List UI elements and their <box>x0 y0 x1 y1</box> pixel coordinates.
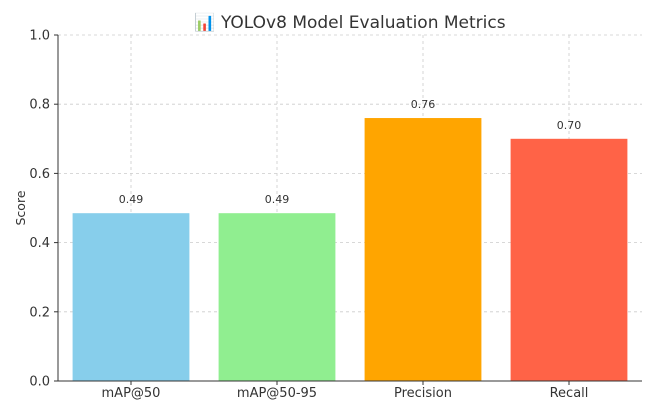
bar-map-50 <box>72 213 190 381</box>
y-ticks: 0.0 0.2 0.4 0.6 0.8 1.0 <box>29 29 58 390</box>
bars <box>72 118 628 381</box>
y-tick-label: 0.6 <box>29 167 50 182</box>
data-labels: 0.49 0.49 0.76 0.70 <box>119 98 582 206</box>
x-ticks: mAP@50 mAP@50-95 Precision Recall <box>102 381 589 401</box>
bar-precision <box>364 118 482 381</box>
bar-value-label: 0.49 <box>265 193 290 206</box>
y-axis-label: Score <box>13 190 28 225</box>
y-tick-label: 0.0 <box>29 375 50 390</box>
bar-value-label: 0.49 <box>119 193 144 206</box>
y-tick-label: 0.4 <box>29 236 50 251</box>
y-tick-label: 1.0 <box>29 29 50 44</box>
axes <box>57 35 642 382</box>
bar-recall <box>510 138 628 381</box>
bar-value-label: 0.70 <box>557 119 582 132</box>
x-tick-label: mAP@50 <box>102 386 161 401</box>
y-tick-label: 0.2 <box>29 305 50 320</box>
chart-title: 📊 YOLOv8 Model Evaluation Metrics <box>194 12 505 33</box>
x-tick-label: mAP@50-95 <box>237 386 317 401</box>
x-tick-label: Precision <box>394 386 452 401</box>
x-tick-label: Recall <box>550 386 589 401</box>
y-tick-label: 0.8 <box>29 98 50 113</box>
bar-map-50-95 <box>218 213 336 381</box>
bar-value-label: 0.76 <box>411 98 436 111</box>
